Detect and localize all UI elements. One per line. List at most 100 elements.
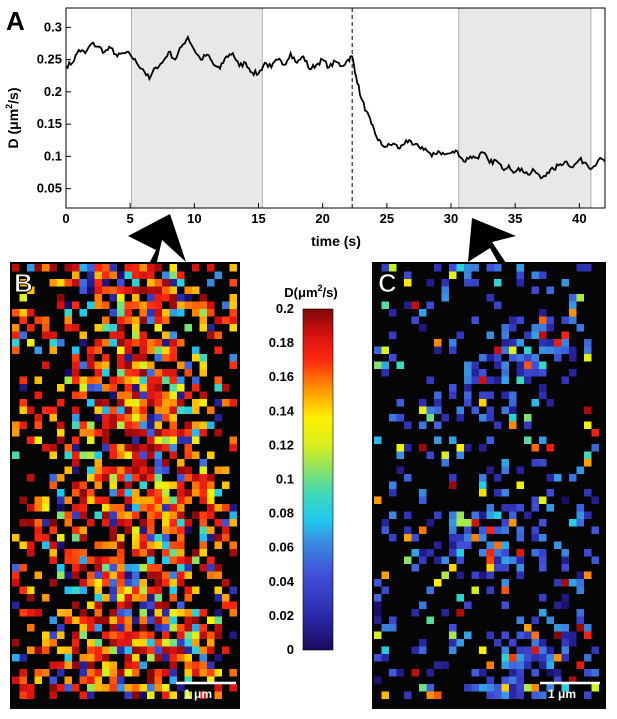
- map-pixel: [147, 436, 155, 444]
- map-pixel: [102, 496, 110, 504]
- map-pixel: [109, 384, 117, 392]
- map-pixel: [79, 654, 87, 662]
- map-pixel: [531, 354, 539, 362]
- map-pixel: [214, 316, 222, 324]
- map-pixel: [154, 406, 162, 414]
- map-pixel: [102, 616, 110, 624]
- map-pixel: [207, 556, 215, 564]
- map-pixel: [162, 369, 170, 377]
- map-pixel: [381, 346, 389, 354]
- map-pixel: [501, 526, 509, 534]
- map-pixel: [479, 489, 487, 497]
- map-pixel: [117, 421, 125, 429]
- map-pixel: [584, 511, 592, 519]
- map-pixel: [509, 324, 517, 332]
- map-pixel: [94, 481, 102, 489]
- map-pixel: [456, 534, 464, 542]
- map-pixel: [147, 654, 155, 662]
- map-pixel: [192, 399, 200, 407]
- map-pixel: [109, 309, 117, 317]
- map-pixel: [184, 616, 192, 624]
- map-pixel: [154, 504, 162, 512]
- map-pixel: [591, 496, 599, 504]
- map-pixel: [109, 609, 117, 617]
- map-pixel: [169, 639, 177, 647]
- map-pixel: [389, 534, 397, 542]
- map-pixel: [34, 571, 42, 579]
- map-pixel: [102, 301, 110, 309]
- map-pixel: [184, 654, 192, 662]
- map-pixel: [42, 594, 50, 602]
- map-pixel: [19, 654, 27, 662]
- map-pixel: [132, 654, 140, 662]
- map-pixel: [199, 474, 207, 482]
- map-pixel: [117, 309, 125, 317]
- map-pixel: [139, 354, 147, 362]
- x-tick-label: 40: [572, 211, 586, 226]
- map-pixel: [102, 286, 110, 294]
- map-pixel: [169, 331, 177, 339]
- map-pixel: [486, 391, 494, 399]
- map-pixel: [27, 541, 35, 549]
- map-pixel: [229, 309, 237, 317]
- map-pixel: [102, 384, 110, 392]
- map-pixel: [162, 579, 170, 587]
- map-pixel: [117, 414, 125, 422]
- map-pixel: [154, 384, 162, 392]
- map-pixel: [207, 406, 215, 414]
- map-pixel: [124, 571, 132, 579]
- map-pixel: [162, 639, 170, 647]
- map-pixel: [147, 526, 155, 534]
- map-pixel: [561, 639, 569, 647]
- map-pixel: [531, 669, 539, 677]
- map-pixel: [177, 579, 185, 587]
- map-pixel: [79, 429, 87, 437]
- map-pixel: [147, 616, 155, 624]
- map-pixel: [486, 586, 494, 594]
- map-pixel: [124, 609, 132, 617]
- map-pixel: [132, 406, 140, 414]
- map-pixel: [192, 481, 200, 489]
- map-pixel: [109, 406, 117, 414]
- map-pixel: [102, 474, 110, 482]
- map-pixel: [516, 271, 524, 279]
- map-pixel: [441, 571, 449, 579]
- map-pixel: [94, 646, 102, 654]
- map-pixel: [12, 564, 20, 572]
- y-axis-label: D (μm2/s): [4, 87, 21, 148]
- map-pixel: [434, 391, 442, 399]
- map-pixel: [12, 309, 20, 317]
- map-pixel: [117, 346, 125, 354]
- map-pixel: [169, 691, 177, 699]
- map-pixel: [229, 601, 237, 609]
- panel-b-diffusion-map: B 1 μm: [10, 262, 240, 709]
- map-pixel: [169, 549, 177, 557]
- map-pixel: [87, 346, 95, 354]
- map-pixel: [374, 676, 382, 684]
- map-pixel: [381, 361, 389, 369]
- map-pixel: [569, 346, 577, 354]
- map-pixel: [117, 669, 125, 677]
- map-pixel: [539, 339, 547, 347]
- map-pixel: [147, 414, 155, 422]
- map-pixel: [199, 361, 207, 369]
- map-pixel: [494, 691, 502, 699]
- colorbar-tick-label: 0.1: [276, 472, 294, 487]
- map-pixel: [479, 414, 487, 422]
- map-pixel: [19, 541, 27, 549]
- map-pixel: [162, 436, 170, 444]
- map-pixel: [139, 601, 147, 609]
- map-pixel: [576, 511, 584, 519]
- map-pixel: [426, 586, 434, 594]
- map-pixel: [494, 556, 502, 564]
- map-pixel: [79, 376, 87, 384]
- map-pixel: [214, 489, 222, 497]
- map-pixel: [139, 331, 147, 339]
- map-pixel: [87, 361, 95, 369]
- map-pixel: [87, 669, 95, 677]
- map-pixel: [57, 301, 65, 309]
- map-pixel: [561, 594, 569, 602]
- map-pixel: [456, 264, 464, 272]
- map-pixel: [192, 489, 200, 497]
